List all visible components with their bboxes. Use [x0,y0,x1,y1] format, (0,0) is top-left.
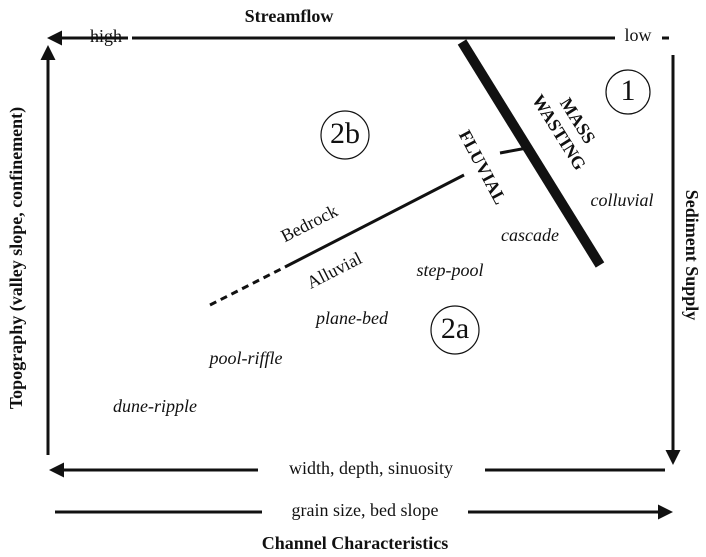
zone-circle [430,305,480,355]
bottom-lower-label: grain size, bed slope [292,500,439,520]
zone-circle [605,69,651,115]
channel-type: dune-ripple [113,396,197,416]
footer: Channel Characteristics [262,533,448,553]
fluvial-line [284,173,465,269]
zone-circle [320,110,370,160]
channel-type: colluvial [591,190,654,210]
zone-label: 1 [621,74,636,107]
channel-type: pool-riffle [208,348,283,368]
bottom-upper-label: width, depth, sinuosity [289,458,453,478]
zone-label: 2a [441,312,469,345]
left-axis-label: Topography (valley slope, confinement) [6,107,27,409]
right-axis-label: Sediment Supply [682,190,702,321]
mass-wasting-line [457,39,605,268]
channel-type: cascade [501,225,559,245]
zone-label: 2b [330,117,360,150]
channel-type: step-pool [417,260,484,280]
fluvial-dotted [209,265,286,307]
channel-type: plane-bed [314,308,389,328]
title: Streamflow [245,6,334,26]
high-label: high [90,26,122,46]
low-label: low [625,25,652,45]
fluvial-branch [499,146,528,155]
